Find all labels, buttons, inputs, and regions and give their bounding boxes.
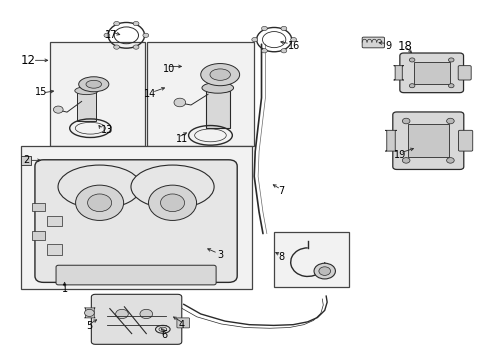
Ellipse shape xyxy=(75,87,98,95)
Circle shape xyxy=(261,49,267,53)
Circle shape xyxy=(408,84,414,88)
Bar xyxy=(31,231,45,240)
Bar xyxy=(273,232,348,287)
Text: 7: 7 xyxy=(278,186,284,196)
Circle shape xyxy=(104,33,110,37)
Circle shape xyxy=(133,22,139,26)
FancyBboxPatch shape xyxy=(177,318,189,328)
Text: 13: 13 xyxy=(101,125,113,135)
Text: 12: 12 xyxy=(20,54,36,67)
Bar xyxy=(47,244,62,255)
Circle shape xyxy=(174,98,185,107)
Circle shape xyxy=(290,37,296,42)
Ellipse shape xyxy=(202,82,233,93)
Ellipse shape xyxy=(131,165,214,208)
Text: 3: 3 xyxy=(217,250,224,260)
Text: 5: 5 xyxy=(86,321,93,332)
Circle shape xyxy=(84,309,94,316)
Circle shape xyxy=(133,45,139,49)
Circle shape xyxy=(281,49,286,53)
Text: 17: 17 xyxy=(104,30,117,40)
Text: 19: 19 xyxy=(393,150,406,160)
Circle shape xyxy=(142,33,148,37)
Ellipse shape xyxy=(58,165,141,208)
FancyBboxPatch shape xyxy=(399,53,463,93)
FancyBboxPatch shape xyxy=(393,66,403,80)
Text: 11: 11 xyxy=(176,134,188,144)
FancyBboxPatch shape xyxy=(35,160,237,282)
Circle shape xyxy=(76,185,123,220)
FancyBboxPatch shape xyxy=(385,130,396,151)
Ellipse shape xyxy=(79,77,109,92)
Bar xyxy=(21,156,30,165)
Circle shape xyxy=(281,26,286,31)
Circle shape xyxy=(313,263,335,279)
Circle shape xyxy=(447,84,453,88)
Bar xyxy=(77,93,96,121)
FancyBboxPatch shape xyxy=(362,37,384,48)
Circle shape xyxy=(447,58,453,62)
Text: 6: 6 xyxy=(162,330,167,341)
Circle shape xyxy=(87,194,111,212)
FancyBboxPatch shape xyxy=(457,66,470,80)
Bar xyxy=(21,146,251,289)
Bar xyxy=(50,42,144,146)
Bar xyxy=(205,91,229,128)
Text: 16: 16 xyxy=(287,41,300,51)
Bar xyxy=(31,203,45,211)
Bar xyxy=(407,124,447,157)
Bar xyxy=(413,62,448,84)
Circle shape xyxy=(251,37,257,42)
Circle shape xyxy=(116,309,128,319)
Text: 8: 8 xyxy=(278,252,284,262)
Ellipse shape xyxy=(86,80,102,88)
Text: 1: 1 xyxy=(61,284,67,294)
Circle shape xyxy=(140,309,152,319)
Text: 15: 15 xyxy=(35,87,47,98)
Circle shape xyxy=(402,158,409,163)
Ellipse shape xyxy=(201,64,239,86)
Circle shape xyxy=(114,22,119,26)
Ellipse shape xyxy=(209,69,230,80)
Bar xyxy=(47,216,62,226)
FancyBboxPatch shape xyxy=(458,130,472,151)
Text: 10: 10 xyxy=(163,64,175,74)
Circle shape xyxy=(148,185,196,220)
Circle shape xyxy=(160,194,184,212)
FancyBboxPatch shape xyxy=(91,294,182,344)
Text: 18: 18 xyxy=(397,40,411,53)
FancyBboxPatch shape xyxy=(392,112,463,170)
Text: 9: 9 xyxy=(385,41,391,51)
Text: 2: 2 xyxy=(23,156,30,165)
Circle shape xyxy=(446,158,453,163)
Text: 4: 4 xyxy=(178,320,184,330)
Circle shape xyxy=(114,45,119,49)
Circle shape xyxy=(318,267,330,275)
Circle shape xyxy=(408,58,414,62)
Circle shape xyxy=(402,118,409,124)
Bar xyxy=(147,42,254,146)
FancyBboxPatch shape xyxy=(84,308,95,318)
Circle shape xyxy=(53,106,63,113)
Circle shape xyxy=(446,118,453,124)
Circle shape xyxy=(261,26,267,31)
Text: 14: 14 xyxy=(143,89,156,99)
FancyBboxPatch shape xyxy=(56,265,216,285)
